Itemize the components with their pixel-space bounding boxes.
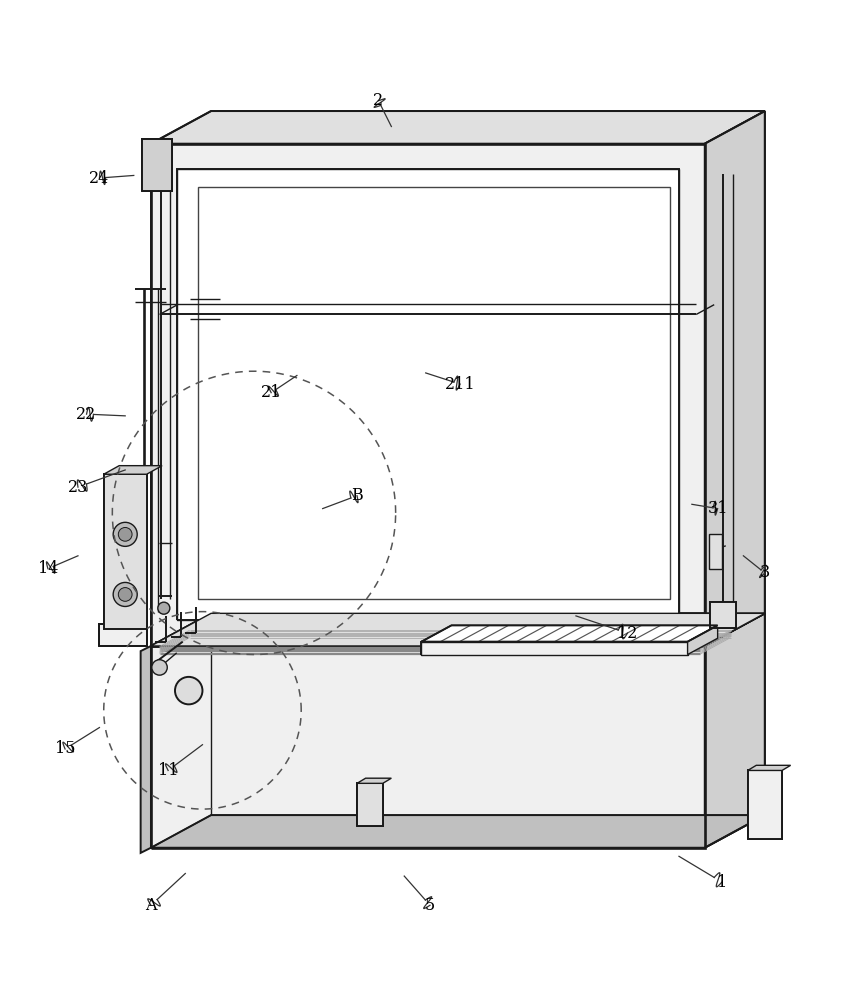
Polygon shape xyxy=(688,625,717,655)
Polygon shape xyxy=(747,770,782,839)
Polygon shape xyxy=(704,613,765,848)
Polygon shape xyxy=(357,783,383,826)
Text: A: A xyxy=(145,897,157,914)
Text: 11: 11 xyxy=(158,762,178,779)
Polygon shape xyxy=(151,613,765,646)
Polygon shape xyxy=(747,765,790,770)
Polygon shape xyxy=(151,815,765,848)
Polygon shape xyxy=(151,646,704,848)
Text: 24: 24 xyxy=(89,170,109,187)
Polygon shape xyxy=(100,624,147,646)
Polygon shape xyxy=(104,466,163,474)
Text: 15: 15 xyxy=(55,740,76,757)
Text: 1: 1 xyxy=(716,874,727,891)
Polygon shape xyxy=(141,646,151,853)
Polygon shape xyxy=(421,625,717,642)
Polygon shape xyxy=(176,169,679,620)
Text: 31: 31 xyxy=(708,500,728,517)
Text: B: B xyxy=(351,487,363,504)
Text: 22: 22 xyxy=(77,406,96,423)
Polygon shape xyxy=(709,534,722,569)
Polygon shape xyxy=(151,144,704,646)
Polygon shape xyxy=(151,613,765,646)
Circle shape xyxy=(119,527,132,541)
Text: 12: 12 xyxy=(617,625,637,642)
Text: 2: 2 xyxy=(373,92,384,109)
Polygon shape xyxy=(357,778,391,783)
Circle shape xyxy=(114,582,138,606)
Polygon shape xyxy=(143,139,172,191)
Polygon shape xyxy=(104,474,147,629)
Circle shape xyxy=(158,602,169,614)
Polygon shape xyxy=(710,602,735,628)
Polygon shape xyxy=(421,642,688,655)
Circle shape xyxy=(152,660,167,675)
Text: 211: 211 xyxy=(445,376,476,393)
Circle shape xyxy=(175,677,202,704)
Polygon shape xyxy=(151,111,765,144)
Circle shape xyxy=(114,522,138,546)
Text: 5: 5 xyxy=(425,897,435,914)
Circle shape xyxy=(119,588,132,601)
Text: 3: 3 xyxy=(759,564,770,581)
Text: 23: 23 xyxy=(68,479,89,496)
Text: 14: 14 xyxy=(38,560,58,577)
Text: 21: 21 xyxy=(261,384,281,401)
Polygon shape xyxy=(704,111,765,646)
